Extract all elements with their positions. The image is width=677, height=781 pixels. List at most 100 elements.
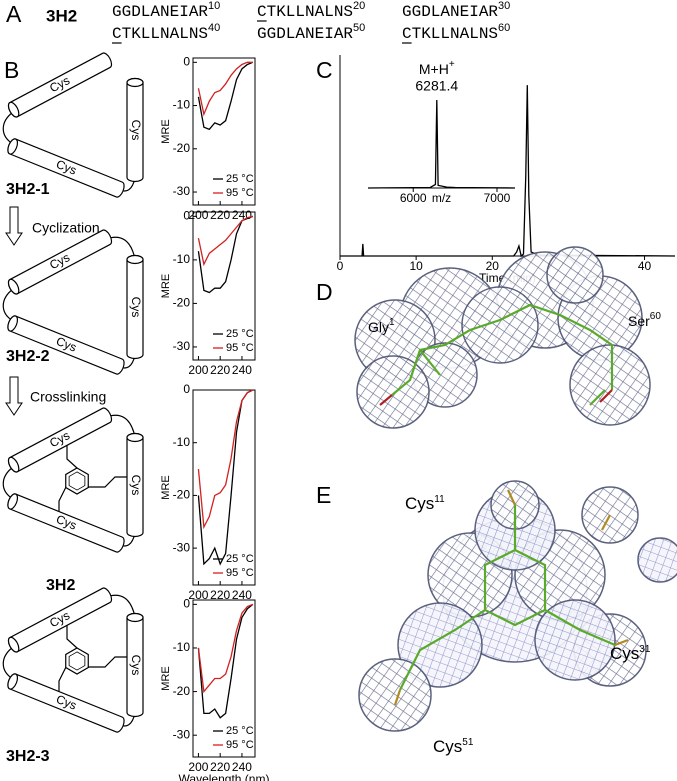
panel-label: D — [316, 279, 333, 305]
benzene-inner — [68, 651, 86, 671]
sequence: GGDLANEIAR10 — [112, 0, 220, 21]
density-mesh — [356, 355, 430, 429]
y-tick-label: -30 — [173, 727, 191, 741]
helix-end — [126, 432, 144, 443]
x-tick-label: 220 — [210, 363, 230, 377]
y-tick-label: 0 — [183, 209, 190, 223]
x-tick-label: 10 — [409, 259, 423, 273]
density-mesh — [637, 537, 677, 583]
cys-label: Cys — [129, 120, 143, 141]
density-mesh — [546, 246, 604, 304]
helix-end — [7, 278, 20, 295]
construct-label: 3H2-3 — [6, 748, 50, 765]
y-tick-label: -10 — [173, 252, 191, 266]
helix-end — [7, 673, 19, 690]
data-line — [197, 61, 254, 131]
helix: Cys — [7, 229, 113, 295]
x-tick-label: 20 — [486, 259, 500, 273]
loop — [2, 646, 14, 680]
helix-end — [7, 101, 20, 118]
y-tick-label: -30 — [173, 540, 191, 554]
x-tick-label: 40 — [638, 259, 652, 273]
residue-number: 30 — [498, 0, 510, 12]
plot-frame — [192, 57, 256, 206]
sequence: CTKLLNALNS20 — [257, 0, 365, 21]
residue-label: Cys31 — [610, 644, 651, 664]
legend-label: 95 °C — [226, 567, 254, 579]
helix: Cys — [7, 52, 113, 118]
sequence-text: CTKLLNALNS — [112, 25, 208, 43]
helix-end — [126, 254, 144, 265]
sequence-text: GGDLANEIAR — [402, 3, 498, 21]
y-tick-label: 0 — [183, 597, 190, 611]
helix: Cys — [7, 315, 125, 375]
crosslink — [88, 656, 127, 668]
schematic: Cys Cys Cys — [2, 407, 144, 553]
x-tick-label: 200 — [188, 363, 208, 377]
cys-label: Cys — [129, 655, 143, 676]
helix: Cys — [126, 77, 144, 183]
loop — [2, 288, 14, 322]
helix: Cys — [7, 493, 125, 553]
panel-label: A — [6, 1, 22, 27]
superscript: 31 — [639, 644, 651, 655]
data-line — [367, 99, 516, 189]
x-tick-label: 240 — [232, 588, 252, 602]
legend-label: 95 °C — [226, 739, 254, 751]
step-label: Crosslinking — [30, 389, 106, 405]
x-tick-label: 220 — [210, 760, 230, 774]
sequence: GGDLANEIAR50 — [257, 22, 365, 43]
sequence: GGDLANEIAR30 — [402, 0, 510, 21]
residue-number: 10 — [208, 0, 220, 12]
data-line — [197, 603, 254, 719]
y-tick-label: -20 — [173, 296, 191, 310]
loop — [2, 111, 14, 145]
x-tick-label: 220 — [210, 588, 230, 602]
cys-label: Cys — [129, 475, 143, 496]
stick-atoms — [393, 489, 629, 706]
data-line — [197, 603, 254, 694]
superscript: 1 — [389, 317, 395, 328]
data-line — [197, 389, 254, 530]
benzene — [65, 647, 89, 675]
x-tick-label: 7000 — [484, 191, 511, 205]
label-text: Cys — [433, 737, 462, 756]
x-tick-label: 240 — [232, 363, 252, 377]
superscript: 51 — [462, 737, 474, 748]
label-text: Cys — [610, 644, 639, 663]
schematic: Cys Cys Cys — [2, 52, 144, 198]
sequence-text: GGDLANEIAR — [112, 3, 208, 21]
helix: Cys — [7, 587, 113, 653]
x-tick-label: 220 — [210, 208, 230, 222]
y-tick-label: 0 — [183, 382, 190, 396]
loop — [2, 466, 14, 500]
y-tick-label: -20 — [173, 488, 191, 502]
y-tick-label: -30 — [173, 184, 191, 198]
density-mesh — [461, 286, 539, 364]
x-tick-label: 6000 — [400, 191, 427, 205]
x-axis-label: Wavelength (nm) — [179, 772, 270, 781]
helix-end — [126, 612, 144, 623]
peak-value: 6281.4 — [415, 78, 458, 94]
plot-frame — [192, 599, 256, 758]
sequence: CTKLLNALNS40 — [112, 22, 220, 43]
cys-label: Cys — [129, 297, 143, 318]
x-tick-label: 200 — [188, 760, 208, 774]
data-line — [197, 389, 254, 566]
arrows — [5, 206, 23, 416]
stick-atoms — [379, 389, 613, 406]
step-label: Cyclization — [32, 220, 100, 236]
helix: Cys — [7, 673, 125, 733]
label-text: Gly — [368, 319, 389, 335]
data-line — [197, 215, 253, 267]
crosslink — [66, 623, 78, 649]
y-tick-label: -10 — [173, 98, 191, 112]
helix-end — [7, 315, 19, 332]
annotation-text: M+H — [419, 61, 449, 77]
construct-label: 3H2-2 — [6, 348, 50, 365]
legend-label: 25 °C — [226, 725, 254, 737]
helix-end — [7, 138, 19, 155]
superscript: 60 — [650, 311, 662, 322]
helix: Cys — [7, 407, 113, 473]
